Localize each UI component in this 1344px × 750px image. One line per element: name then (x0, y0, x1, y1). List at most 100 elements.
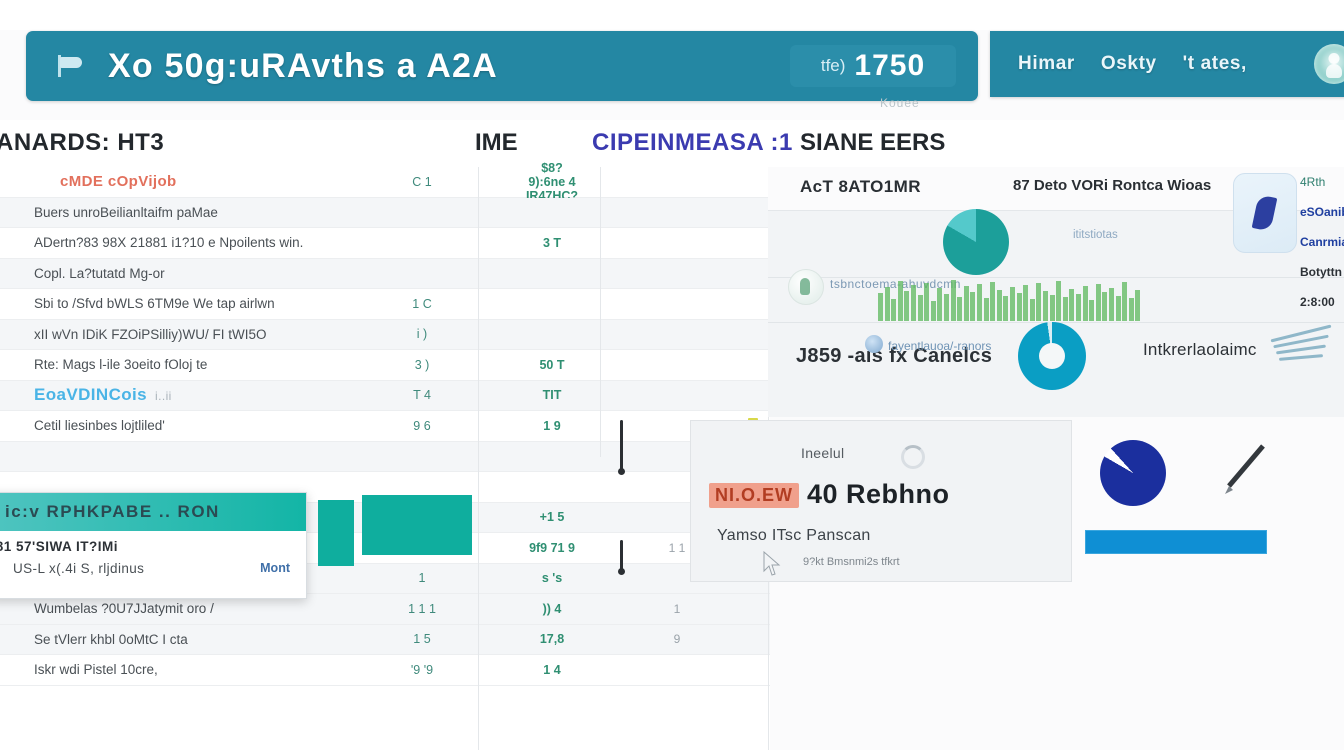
right-panel-heading: AcT 8ATO1MR (800, 177, 921, 196)
right-panel-divider-1 (768, 277, 1344, 278)
badge-subtext: Kouee (880, 96, 920, 110)
row-value-2: +1 5 (539, 510, 565, 525)
sparkline-bar (937, 288, 943, 321)
table-row[interactable] (0, 441, 770, 472)
row-value-1: 9 6 (413, 418, 431, 433)
row-value-2: )) 4 (542, 601, 562, 616)
row-value-2: 3 T (542, 235, 562, 250)
data-table: cMDE cOpVijob C 1 $8?9):6ne 4 IR47HC? Buers… (0, 161, 770, 750)
sparkline-bar (1128, 298, 1134, 321)
avatar[interactable] (1314, 44, 1344, 84)
mouse-cursor (763, 551, 781, 576)
sparkline-bar (950, 280, 956, 321)
row-label: Rte: Mags l-ile 3oeito fOloj te (34, 357, 208, 373)
overlay-metric-card[interactable]: Ineelul NI.O.EW 40 Rebhno Yamso ITsc Pan… (690, 420, 1072, 582)
nav-item-3[interactable]: 't ates, (1182, 53, 1247, 74)
slider-handle-1[interactable] (618, 420, 625, 475)
nav-item-2[interactable]: Oskty (1100, 53, 1157, 74)
app-header: Xo 50g:uRAvths a A2A tfe) 1750 (26, 31, 978, 101)
row-value-1: i ) (416, 327, 428, 342)
sparkline-bar (996, 290, 1002, 321)
nav-item-1[interactable]: Himar (1018, 53, 1075, 74)
row-sublabel: i..ii (155, 389, 172, 404)
header-metric-badge[interactable]: tfe) 1750 (790, 45, 956, 87)
pencil-icon[interactable] (1215, 440, 1275, 500)
fan-chart-icon (1270, 324, 1336, 376)
sparkline-bar (990, 282, 996, 321)
interpolation-label: Intkrerlaolaimc (1143, 340, 1257, 359)
table-row[interactable]: Copl. La?tutatd Mg-or (0, 258, 770, 289)
sparkline-bar (878, 293, 883, 321)
table-row[interactable]: Cetil liesinbes lojtliled' 9 6 1 9 (0, 411, 770, 442)
sparkline-bar (1023, 285, 1029, 321)
table-row[interactable]: xII wVn IDiK FZOiPSilliy)WU/ FI tWI5O i ) (0, 319, 770, 350)
table-row[interactable]: Buers unroBeilianltaifm paMae (0, 197, 770, 228)
card-badge: NI.O.EW (709, 483, 799, 508)
card-label: Ineelul (801, 445, 845, 461)
row-label: Cetil liesinbes lojtliled' (34, 418, 165, 434)
teal-pie-chart[interactable] (943, 209, 1009, 275)
sparkline-bar (944, 294, 949, 321)
teal-donut-chart[interactable] (1018, 322, 1086, 390)
table-row[interactable]: cMDE cOpVijob C 1 $8?9):6ne 4 IR47HC? (0, 161, 770, 203)
progress-bar[interactable] (1085, 530, 1267, 554)
popup-link[interactable]: Mont (260, 561, 290, 575)
row-value-3: 1 1 (668, 540, 686, 555)
sparkline-bar (1049, 295, 1055, 321)
sparkline-bar (1056, 281, 1062, 321)
table-row[interactable]: Se tVlerr khbl 0oMtC I cta 1 5 17,8 9 (0, 624, 770, 655)
table-row[interactable]: Wumbelas ?0U7JJatymit oro / 1 1 1 )) 4 1 (0, 594, 770, 625)
row-label: Wumbelas ?0U7JJatymit oro / (34, 601, 214, 617)
sparkline-bar (1036, 283, 1042, 321)
column-header-4: SIANE EERS (800, 129, 946, 156)
row-value-2: 50 T (539, 357, 565, 372)
page-title: Xo 50g:uRAvths a A2A (108, 46, 498, 85)
sparkline-bar (970, 292, 976, 321)
popup-header: ic:v RPHKPABE .. RON (0, 493, 306, 531)
sparkline-bar (1089, 300, 1095, 321)
table-row[interactable]: Sbi to /Sfvd bWLS 6TM9e We tap airlwn 1 C (0, 289, 770, 320)
card-footnote: 9?kt Bmsnmi2s tfkrt (803, 556, 900, 568)
slider-handle-2[interactable] (618, 540, 625, 575)
row-label: Buers unroBeilianltaifm paMae (34, 204, 218, 220)
stat-value: 2:8:00 (1300, 295, 1335, 309)
green-sparkline (878, 277, 1148, 321)
sparkline-bar (1135, 290, 1141, 321)
overlay-popup[interactable]: ic:v RPHKPABE .. RON ?81 57'SIWA IT?IMi … (0, 492, 307, 599)
sparkline-bar (957, 297, 963, 321)
row-value-2: 17,8 (539, 632, 565, 647)
leaf-icon[interactable] (1233, 173, 1297, 253)
table-row[interactable]: EoaVDINCois i..ii T 4 TIT (0, 380, 770, 411)
top-navbar: Himar Oskty 't ates, (990, 31, 1344, 97)
table-row[interactable]: Iskr wdi Pistel 10cre, '9 '9 1 4 (0, 655, 770, 686)
popup-title: ic:v RPHKPABE .. RON (5, 502, 220, 521)
teal-block-2 (362, 495, 472, 555)
row-value-2: $8?9):6ne 4 IR47HC? (525, 160, 579, 203)
stat-value: 4Rth (1300, 175, 1326, 189)
pie-chart-icon[interactable] (1100, 440, 1166, 506)
status-chip-icon (788, 269, 824, 305)
sparkline-bar (911, 285, 916, 321)
sparkline-bar (917, 295, 923, 321)
row-value-2: 9f9 71 9 (529, 540, 575, 555)
table-row[interactable]: Rte: Mags l-ile 3oeito fOloj te 3 ) 50 T (0, 350, 770, 381)
sparkline-bar (1003, 296, 1009, 321)
sparkline-bar (1029, 299, 1035, 321)
table-divider-1 (478, 167, 479, 750)
right-panel-metric: J859 -ais fx Canelcs (796, 345, 993, 367)
sparkline-bar (1109, 288, 1114, 321)
sparkline-bar (1010, 287, 1015, 321)
stat-value: Canrmiaan (1300, 235, 1344, 249)
table-row[interactable]: ADertn?83 98X 21881 i1?10 e Npoilents wi… (0, 228, 770, 259)
row-value-3: 1 (673, 601, 681, 616)
row-value-2: s 's (541, 571, 563, 586)
sparkline-bar (891, 299, 897, 321)
row-value-1: 1 5 (413, 632, 431, 647)
badge-prefix: tfe) (820, 56, 846, 75)
card-subtitle: Yamso ITsc Panscan (717, 527, 871, 544)
row-label: xII wVn IDiK FZOiPSilliy)WU/ FI tWI5O (34, 326, 267, 342)
row-value-1: 1 1 1 (408, 601, 436, 616)
fan-stroke (1278, 354, 1324, 361)
sparkline-bar (963, 286, 969, 321)
sparkline-bar (904, 291, 910, 321)
